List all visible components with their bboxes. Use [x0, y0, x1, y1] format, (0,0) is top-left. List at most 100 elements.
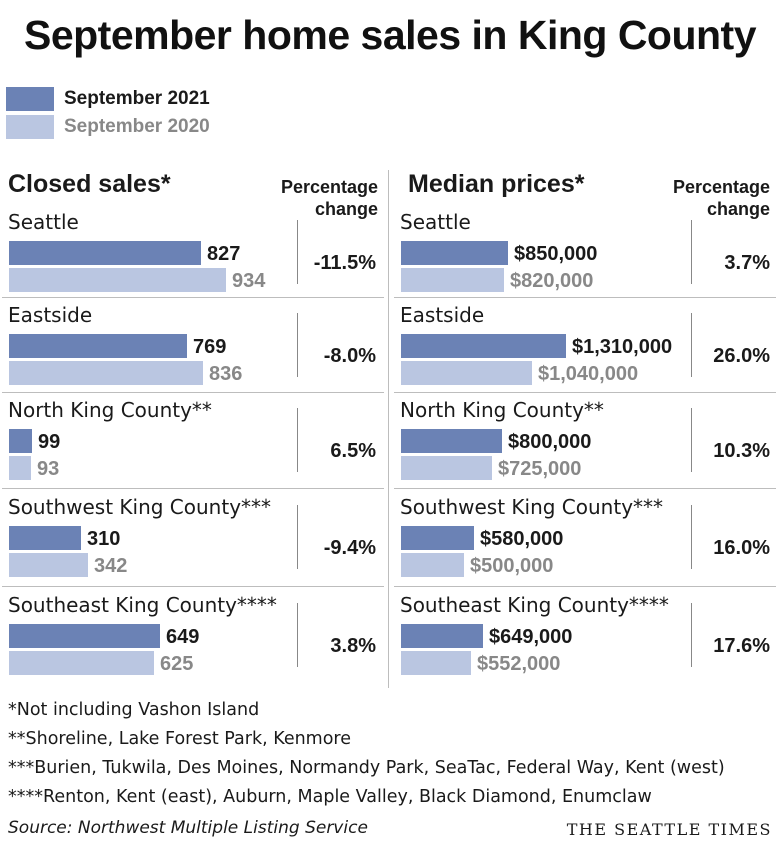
median-prices-header: Median prices*	[408, 170, 585, 198]
closed-percentage-change: -9.4%	[323, 537, 376, 559]
column-divider	[388, 170, 389, 688]
closed-value-2020: 625	[160, 653, 194, 675]
median-pct-header-line2: change	[706, 199, 770, 219]
closed-category-label: North King County**	[8, 398, 212, 422]
closed-value-2021: 310	[87, 528, 121, 550]
median-row-separator	[394, 488, 776, 489]
median-bar-2021	[401, 334, 566, 358]
closed-pct-divider	[297, 220, 298, 284]
median-pct-divider	[691, 220, 692, 284]
median-category-label: Southwest King County***	[400, 495, 664, 519]
closed-pct-divider	[297, 505, 298, 569]
median-value-2021: $800,000	[508, 431, 592, 453]
closed-pct-divider	[297, 313, 298, 377]
median-row-separator	[394, 297, 776, 298]
median-value-2021: $649,000	[489, 626, 573, 648]
median-bar-2020	[401, 456, 492, 480]
legend-item-2020: September 2020	[6, 114, 210, 140]
footnote-1: *Not including Vashon Island	[8, 700, 260, 720]
closed-value-2021: 827	[207, 243, 241, 265]
closed-bar-2020	[9, 268, 226, 292]
closed-bar-2020	[9, 553, 88, 577]
closed-value-2021: 99	[38, 431, 61, 453]
median-percentage-change: 10.3%	[713, 440, 770, 462]
median-percentage-change: 3.7%	[724, 252, 770, 274]
closed-category-label: Southeast King County****	[8, 593, 277, 617]
median-value-2020: $725,000	[498, 458, 582, 480]
median-bar-2021	[401, 429, 502, 453]
closed-bar-2021	[9, 334, 187, 358]
median-category-label: Eastside	[400, 303, 485, 327]
legend-label-2020: September 2020	[64, 116, 210, 137]
median-category-label: North King County**	[400, 398, 604, 422]
source-note: Source: Northwest Multiple Listing Servi…	[8, 818, 368, 838]
median-pct-divider	[691, 313, 692, 377]
median-value-2021: $850,000	[514, 243, 598, 265]
median-row-separator	[394, 586, 776, 587]
closed-row-separator	[2, 392, 384, 393]
closed-category-label: Seattle	[8, 210, 79, 234]
closed-percentage-change: 3.8%	[330, 635, 376, 657]
median-value-2020: $500,000	[470, 555, 554, 577]
median-category-label: Southeast King County****	[400, 593, 669, 617]
median-percentage-change: 17.6%	[713, 635, 770, 657]
median-bar-2020	[401, 361, 532, 385]
chart-title: September home sales in King County	[23, 12, 757, 58]
closed-pct-header-line1: Percentage	[280, 177, 378, 197]
median-value-2021: $1,310,000	[572, 336, 673, 358]
median-pct-divider	[691, 505, 692, 569]
median-value-2020: $1,040,000	[538, 363, 639, 385]
closed-row-separator	[2, 488, 384, 489]
median-percentage-change: 16.0%	[713, 537, 770, 559]
closed-bar-2021	[9, 526, 81, 550]
closed-pct-divider	[297, 603, 298, 667]
closed-pct-header-line2: change	[314, 199, 378, 219]
median-row-separator	[394, 392, 776, 393]
brand-logo: THE SEATTLE TIMES	[566, 820, 772, 839]
closed-category-label: Eastside	[8, 303, 93, 327]
closed-value-2020: 93	[37, 458, 60, 480]
median-bar-2021	[401, 624, 483, 648]
median-value-2021: $580,000	[480, 528, 564, 550]
median-value-2020: $552,000	[477, 653, 561, 675]
footnote-2: **Shoreline, Lake Forest Park, Kenmore	[8, 729, 352, 749]
closed-value-2020: 934	[232, 270, 266, 292]
median-bar-2021	[401, 526, 474, 550]
median-percentage-change: 26.0%	[713, 345, 770, 367]
legend-swatch-2021	[6, 87, 54, 111]
median-bar-2020	[401, 651, 471, 675]
closed-bar-2021	[9, 624, 160, 648]
closed-percentage-change: -11.5%	[313, 252, 376, 274]
closed-bar-2021	[9, 429, 32, 453]
closed-value-2020: 836	[209, 363, 243, 385]
legend-label-2021: September 2021	[64, 88, 210, 109]
median-pct-divider	[691, 603, 692, 667]
median-bar-2020	[401, 268, 504, 292]
closed-percentage-change: -8.0%	[323, 345, 376, 367]
median-pct-header: Percentage change	[628, 176, 770, 220]
legend-swatch-2020	[6, 115, 54, 139]
closed-value-2021: 769	[193, 336, 227, 358]
closed-row-separator	[2, 586, 384, 587]
closed-pct-divider	[297, 408, 298, 472]
closed-bar-2021	[9, 241, 201, 265]
median-category-label: Seattle	[400, 210, 471, 234]
closed-value-2020: 342	[94, 555, 128, 577]
median-pct-divider	[691, 408, 692, 472]
median-pct-header-line1: Percentage	[672, 177, 770, 197]
legend-item-2021: September 2021	[6, 86, 210, 112]
closed-bar-2020	[9, 361, 203, 385]
closed-bar-2020	[9, 456, 31, 480]
closed-pct-header: Percentage change	[236, 176, 378, 220]
closed-sales-header: Closed sales*	[8, 170, 171, 198]
closed-value-2021: 649	[166, 626, 200, 648]
footnote-3: ***Burien, Tukwila, Des Moines, Normandy…	[8, 758, 725, 778]
median-bar-2021	[401, 241, 508, 265]
closed-row-separator	[2, 297, 384, 298]
median-value-2020: $820,000	[510, 270, 594, 292]
footnote-4: ****Renton, Kent (east), Auburn, Maple V…	[8, 787, 652, 807]
closed-bar-2020	[9, 651, 154, 675]
closed-percentage-change: 6.5%	[330, 440, 376, 462]
median-bar-2020	[401, 553, 464, 577]
closed-category-label: Southwest King County***	[8, 495, 272, 519]
